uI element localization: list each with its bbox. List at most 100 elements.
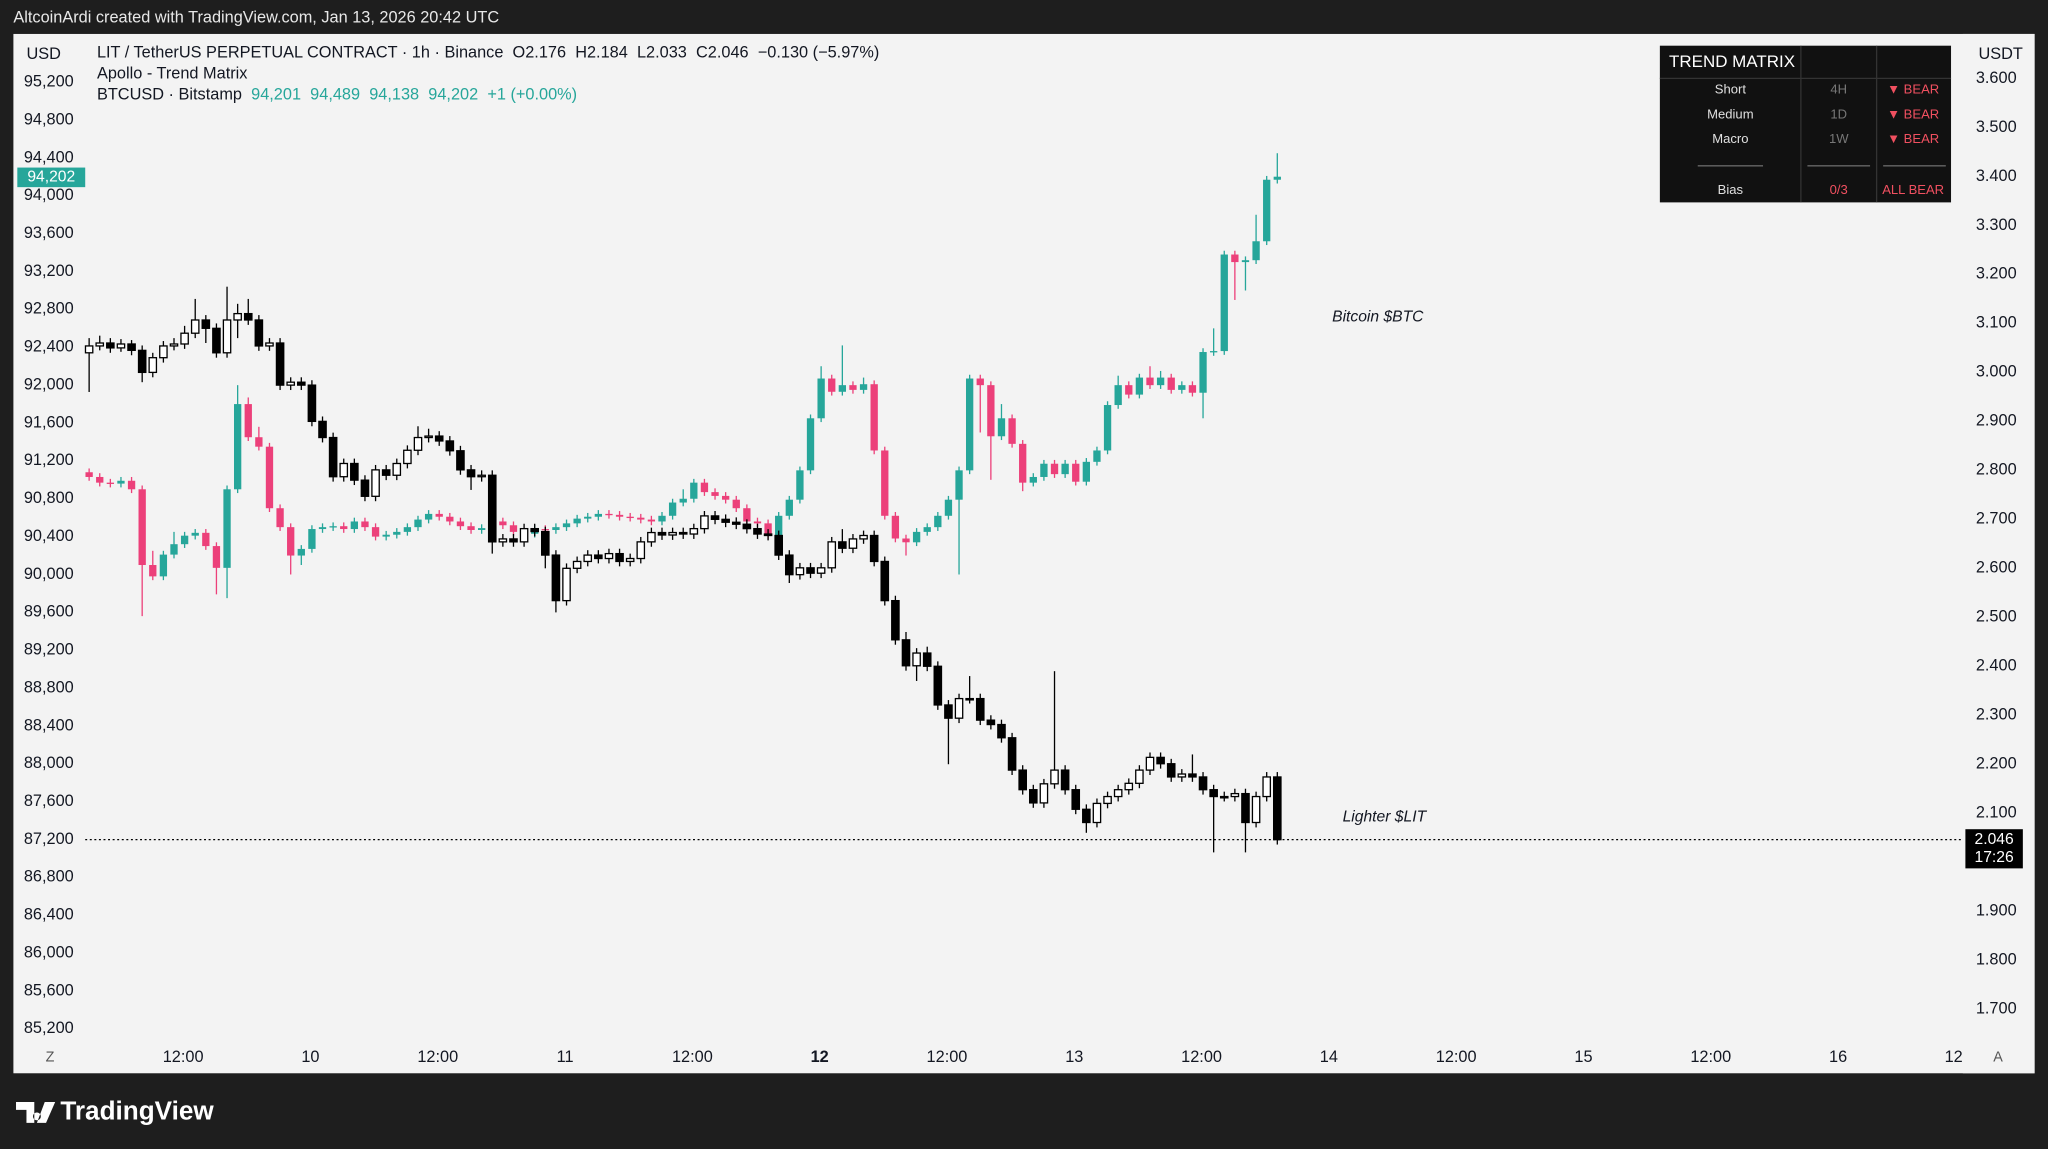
y-tick-label: 87,600 [24, 792, 74, 810]
candle-body [191, 532, 199, 536]
candle-body [605, 513, 613, 516]
candle-body [530, 527, 540, 533]
candle-body [381, 469, 391, 476]
candle-body [509, 525, 518, 532]
candle-body [1188, 773, 1197, 778]
candle-body [986, 719, 996, 726]
candle-body [785, 499, 793, 516]
candle-body [361, 521, 369, 528]
candle-body [424, 513, 433, 520]
candle-body [1125, 385, 1133, 395]
candle-body [254, 319, 264, 347]
candle-body [201, 319, 211, 329]
y-tick-label: 95,200 [24, 73, 74, 91]
y-tick-label: 92,000 [24, 375, 74, 393]
candle-body [700, 482, 709, 493]
candle-body [763, 533, 773, 537]
candle-body [679, 498, 687, 503]
y-tick-label: 89,200 [24, 641, 74, 659]
compare-value: 94,138 [369, 86, 419, 104]
candle-body [1082, 808, 1091, 824]
candle-body [308, 529, 316, 549]
candle-body [933, 665, 943, 706]
button[interactable]: A [1993, 1049, 2003, 1065]
y2-tick-label: 3.000 [1976, 363, 2017, 381]
y2-tick-label: 2.900 [1976, 412, 2017, 430]
button[interactable]: Z [46, 1049, 55, 1065]
candle-body [286, 381, 296, 386]
candle-body [1156, 756, 1165, 765]
candle-body [212, 327, 221, 354]
candle-body [424, 435, 433, 439]
high: H2.184 [575, 44, 628, 62]
candle-body [668, 502, 677, 516]
y2-tick-label: 2.500 [1976, 608, 2017, 626]
candle-body [923, 527, 931, 532]
open: O2.176 [513, 44, 567, 62]
candle-body [170, 544, 178, 555]
candle-body [371, 527, 380, 537]
candle-body [721, 495, 730, 500]
matrix-cell: ALL BEAR [1882, 182, 1944, 197]
candle-body [572, 560, 582, 569]
candle-body [1039, 783, 1049, 804]
candle-body [318, 420, 327, 439]
candle-body [318, 527, 327, 530]
x-tick-label: 12:00 [1436, 1048, 1477, 1066]
candle-body [1272, 776, 1282, 841]
candle-body [1050, 769, 1059, 785]
candle-body [955, 470, 963, 500]
candle-body [1135, 769, 1144, 784]
candle-body [127, 480, 136, 490]
matrix-cell: Macro [1712, 131, 1748, 146]
matrix-bg [1659, 45, 1952, 203]
y2-tick-label: 3.400 [1976, 167, 2017, 185]
candle-body [774, 534, 784, 556]
candle-body [636, 541, 646, 560]
candle-body [96, 476, 104, 483]
candle-body [732, 499, 740, 509]
candle-body [1219, 795, 1229, 799]
candle-body [1018, 769, 1028, 791]
candle-body [869, 534, 879, 563]
matrix-cell: Medium [1707, 106, 1754, 121]
candle-body [350, 521, 359, 530]
legend-indicator: Apollo - Trend Matrix [97, 65, 247, 83]
candle-body [965, 697, 974, 701]
candle-body [658, 515, 666, 522]
candle-body [562, 523, 571, 528]
candle-body [340, 526, 348, 530]
candle-body [637, 517, 645, 520]
matrix-title: TREND MATRIX [1669, 52, 1795, 71]
candle-body [1103, 405, 1112, 451]
candle-body [743, 508, 751, 522]
candle-body [180, 332, 189, 345]
y2-tick-label: 1.800 [1976, 950, 2017, 968]
candle-body [1145, 756, 1155, 771]
candle-body [1188, 385, 1197, 393]
candle-body [775, 515, 783, 536]
candle-body [647, 519, 656, 522]
x-tick-label: 12:00 [163, 1048, 204, 1066]
candle-body [243, 312, 253, 321]
x-tick-label: 12 [1945, 1048, 1963, 1066]
candle-body [922, 652, 932, 667]
price-axis [1962, 33, 2035, 1074]
candle-body [965, 378, 974, 471]
candle-body [1252, 241, 1260, 261]
candle-body [838, 385, 847, 392]
y-tick-label: 94,800 [24, 110, 74, 128]
candle-body [975, 697, 985, 721]
candle-body [477, 474, 486, 478]
y-tick-label: 85,600 [24, 981, 74, 999]
candle-body [816, 567, 826, 574]
candle-body [487, 474, 497, 543]
candle-body [849, 385, 857, 390]
candle-body [519, 527, 529, 543]
candle-body [275, 342, 285, 386]
y2-tick-label: 2.800 [1976, 461, 2017, 479]
legend-compare: BTCUSD · Bitstamp 94,201 94,489 94,138 94,20… [97, 86, 577, 104]
candle-body [784, 554, 794, 576]
candle-body [891, 515, 900, 539]
